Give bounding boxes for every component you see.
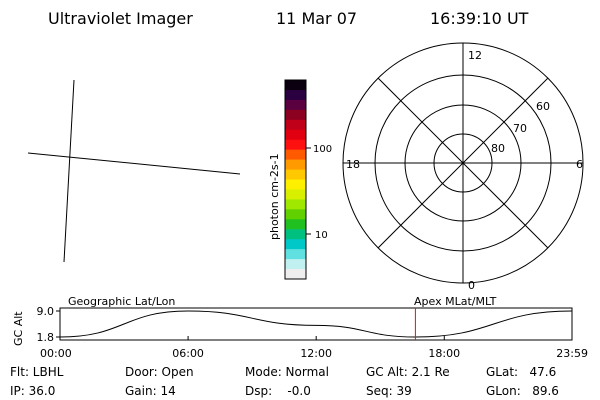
altitude-chart: Geographic Lat/Lon Apex MLat/MLT GC Alt … — [12, 295, 588, 360]
x-tick-label: 12:00 — [300, 347, 332, 360]
mlt-label-12: 12 — [468, 49, 482, 62]
colorbar-cell — [285, 89, 306, 101]
dsp-status: Dsp: -0.0 — [245, 384, 311, 398]
colorbar-cell — [285, 80, 306, 91]
colorbar-cell — [285, 109, 306, 121]
ip-status: IP: 36.0 — [10, 384, 56, 398]
gain-status: Gain: 14 — [125, 384, 176, 398]
seq-status: Seq: 39 — [366, 384, 412, 398]
colorbar: 100 10 photon cm-2s-1 — [268, 79, 332, 280]
altitude-series-line — [59, 310, 573, 338]
colorbar-cell — [285, 249, 306, 260]
colorbar-cell — [285, 199, 306, 210]
colorbar-cell — [285, 139, 306, 151]
instrument-title: Ultraviolet Imager — [48, 9, 193, 28]
geo-grid — [27, 79, 241, 263]
time-label: 16:39:10 UT — [430, 9, 529, 28]
mlat-label-60: 60 — [536, 100, 550, 113]
colorbar-cell — [285, 179, 306, 190]
polar-diagonal-2 — [377, 77, 549, 249]
colorbar-cell — [285, 129, 306, 141]
mlat-label-80: 80 — [491, 142, 505, 155]
colorbar-cell — [285, 189, 306, 200]
door-status: Door: Open — [125, 365, 194, 379]
gc-alt-status: GC Alt: 2.1 Re — [366, 365, 450, 379]
colorbar-cell — [285, 209, 306, 220]
chart-title-left: Geographic Lat/Lon — [68, 295, 175, 308]
polar-plot: 12 6 0 18 60 70 80 — [342, 42, 584, 292]
colorbar-cell — [285, 219, 306, 230]
mlt-label-0: 0 — [468, 279, 475, 292]
colorbar-cell — [285, 159, 306, 171]
x-tick-label: 23:59 — [556, 347, 588, 360]
date-label: 11 Mar 07 — [276, 9, 357, 28]
colorbar-unit-label: photon cm-2s-1 — [268, 153, 281, 240]
x-axis-ticks: 00:00 06:00 12:00 18:00 23:59 — [40, 336, 588, 360]
colorbar-cells — [285, 80, 306, 280]
colorbar-cell — [285, 259, 306, 270]
mode-status: Mode: Normal — [245, 365, 329, 379]
mlt-label-18: 18 — [346, 158, 360, 171]
glon-status: GLon: 89.6 — [486, 384, 559, 398]
y-tick-label: 1.8 — [37, 331, 55, 344]
y-axis-ticks: 9.0 1.8 — [37, 305, 60, 344]
colorbar-frame — [284, 79, 307, 280]
filter-status: Flt: LBHL — [10, 365, 64, 379]
mlt-label-6: 6 — [576, 158, 583, 171]
colorbar-cell — [285, 149, 306, 161]
colorbar-cell — [285, 229, 306, 240]
colorbar-cell — [285, 239, 306, 250]
colorbar-tick-label: 100 — [313, 144, 332, 155]
x-tick-label: 00:00 — [40, 347, 72, 360]
y-tick-label: 9.0 — [37, 305, 55, 318]
parallel-line — [27, 152, 241, 175]
y-axis-label: GC Alt — [12, 311, 25, 346]
meridian-line — [63, 79, 75, 263]
colorbar-cell — [285, 269, 306, 280]
colorbar-cell — [285, 169, 306, 180]
chart-title-right: Apex MLat/MLT — [414, 295, 497, 308]
colorbar-tick-label: 10 — [315, 230, 328, 241]
x-tick-label: 06:00 — [172, 347, 204, 360]
colorbar-cell — [285, 99, 306, 111]
colorbar-cell — [285, 119, 306, 131]
mlat-label-70: 70 — [513, 122, 527, 135]
glat-status: GLat: 47.6 — [486, 365, 557, 379]
x-tick-label: 18:00 — [428, 347, 460, 360]
